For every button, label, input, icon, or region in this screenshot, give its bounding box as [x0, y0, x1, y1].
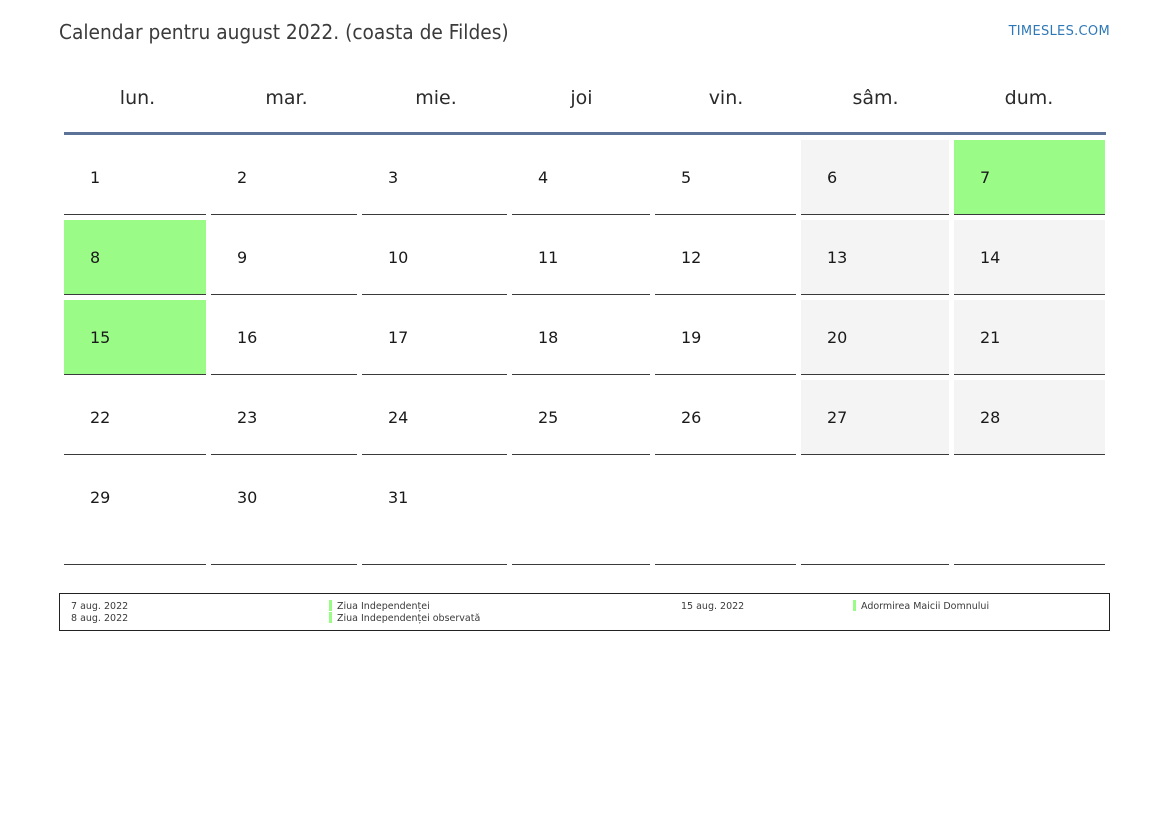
- day-number: 28: [980, 408, 1001, 427]
- weeks-container: 1 2 3 4 5 6 7 8 9 10 11 12 13 14 15 16 17 18 19 20 21 22 23 24 2…: [64, 140, 1106, 565]
- day-number: 2: [237, 168, 248, 187]
- day-cell-weekend: 27: [801, 380, 949, 455]
- day-number: 7: [980, 168, 991, 187]
- day-number: 10: [388, 248, 409, 267]
- day-cell: 31: [362, 460, 507, 565]
- weekday-label-wed: mie.: [415, 87, 457, 109]
- holiday-legend: 7 aug. 2022 Ziua Independenței 8 aug. 20…: [59, 593, 1110, 631]
- day-number: 8: [90, 248, 101, 267]
- day-number: 14: [980, 248, 1001, 267]
- day-number: 11: [538, 248, 559, 267]
- day-cell: 9: [211, 220, 357, 295]
- day-number: 3: [388, 168, 399, 187]
- day-cell-weekend: 6: [801, 140, 949, 215]
- day-number: 29: [90, 488, 111, 507]
- day-cell-weekend: 20: [801, 300, 949, 375]
- day-number: 20: [827, 328, 848, 347]
- empty-day-cell: [801, 460, 949, 565]
- day-cell: 12: [655, 220, 796, 295]
- day-cell: 29: [64, 460, 206, 565]
- weekday-label-mon: lun.: [119, 87, 156, 109]
- legend-holiday-name: Ziua Independenței observată: [337, 613, 481, 624]
- holiday-color-marker: [329, 600, 332, 611]
- day-cell-weekend: 13: [801, 220, 949, 295]
- day-number: 13: [827, 248, 848, 267]
- day-cell: 17: [362, 300, 507, 375]
- day-cell: 22: [64, 380, 206, 455]
- day-cell: 25: [512, 380, 650, 455]
- day-cell-weekend: 21: [954, 300, 1105, 375]
- legend-holiday-name: Adormirea Maicii Domnului: [861, 601, 990, 612]
- week-row: 1 2 3 4 5 6 7: [64, 140, 1106, 215]
- holiday-color-marker: [329, 612, 332, 623]
- day-number: 16: [237, 328, 258, 347]
- day-cell: 1: [64, 140, 206, 215]
- day-cell: 10: [362, 220, 507, 295]
- day-number: 17: [388, 328, 409, 347]
- day-cell: 5: [655, 140, 796, 215]
- legend-holiday-name: Ziua Independenței: [337, 601, 430, 612]
- brand-link[interactable]: TIMESLES.COM: [1008, 24, 1110, 39]
- day-cell: 23: [211, 380, 357, 455]
- day-number: 24: [388, 408, 409, 427]
- weekday-label-tue: mar.: [265, 87, 308, 109]
- day-number: 27: [827, 408, 848, 427]
- weekday-label-thu: joi: [570, 87, 593, 109]
- day-number: 1: [90, 168, 101, 187]
- header-divider: [64, 132, 1106, 135]
- legend-date: 8 aug. 2022: [71, 613, 129, 624]
- day-cell-weekend: 28: [954, 380, 1105, 455]
- day-number: 23: [237, 408, 258, 427]
- weekday-label-fri: vin.: [708, 87, 744, 109]
- day-cell: 30: [211, 460, 357, 565]
- weekday-label-sat: sâm.: [852, 87, 899, 109]
- week-row: 8 9 10 11 12 13 14: [64, 220, 1106, 295]
- day-number: 21: [980, 328, 1001, 347]
- day-cell: 18: [512, 300, 650, 375]
- day-number: 6: [827, 168, 838, 187]
- day-cell: 24: [362, 380, 507, 455]
- day-number: 15: [90, 328, 111, 347]
- empty-day-cell: [954, 460, 1105, 565]
- weekday-header-row: lun. mar. mie. joi vin. sâm. dum.: [64, 70, 1106, 132]
- day-cell-holiday: 8: [64, 220, 206, 295]
- weekday-label-sun: dum.: [1004, 87, 1054, 109]
- week-row: 15 16 17 18 19 20 21: [64, 300, 1106, 375]
- day-cell: 11: [512, 220, 650, 295]
- empty-day-cell: [655, 460, 796, 565]
- day-cell: 19: [655, 300, 796, 375]
- day-number: 25: [538, 408, 559, 427]
- day-number: 31: [388, 488, 409, 507]
- legend-date: 15 aug. 2022: [681, 601, 745, 612]
- legend-date: 7 aug. 2022: [71, 601, 129, 612]
- day-number: 9: [237, 248, 248, 267]
- holiday-color-marker: [853, 600, 856, 611]
- page-title: Calendar pentru august 2022. (coasta de …: [59, 20, 509, 44]
- day-number: 30: [237, 488, 258, 507]
- day-cell-holiday: 7: [954, 140, 1105, 215]
- day-cell: 4: [512, 140, 650, 215]
- day-cell-holiday: 15: [64, 300, 206, 375]
- week-row: 22 23 24 25 26 27 28: [64, 380, 1106, 455]
- day-number: 19: [681, 328, 702, 347]
- day-number: 5: [681, 168, 692, 187]
- day-number: 18: [538, 328, 559, 347]
- day-cell-weekend: 14: [954, 220, 1105, 295]
- empty-day-cell: [512, 460, 650, 565]
- week-row: 29 30 31: [64, 460, 1106, 565]
- day-number: 22: [90, 408, 111, 427]
- day-number: 4: [538, 168, 549, 187]
- day-cell: 26: [655, 380, 796, 455]
- day-cell: 16: [211, 300, 357, 375]
- day-number: 26: [681, 408, 702, 427]
- day-number: 12: [681, 248, 702, 267]
- day-cell: 3: [362, 140, 507, 215]
- day-cell: 2: [211, 140, 357, 215]
